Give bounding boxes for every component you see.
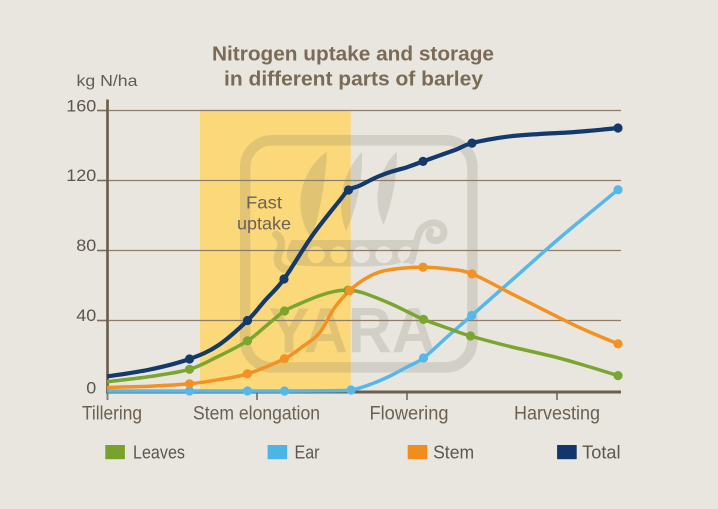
svg-text:160: 160 (66, 97, 96, 115)
svg-text:Leaves: Leaves (133, 443, 185, 463)
svg-text:Stem: Stem (433, 443, 474, 463)
svg-text:Stem elongation: Stem elongation (193, 404, 320, 425)
svg-text:Tillering: Tillering (82, 404, 142, 425)
svg-text:0: 0 (86, 379, 96, 397)
svg-text:80: 80 (76, 237, 96, 255)
svg-text:uptake: uptake (237, 214, 291, 234)
svg-text:120: 120 (66, 167, 96, 185)
svg-text:Ear: Ear (295, 443, 320, 463)
svg-text:kg N/ha: kg N/ha (77, 73, 138, 90)
svg-text:Harvesting: Harvesting (514, 404, 600, 425)
svg-text:Total: Total (582, 443, 620, 463)
svg-text:Flowering: Flowering (370, 404, 449, 425)
svg-text:40: 40 (76, 307, 96, 325)
svg-text:Nitrogen uptake and storage: Nitrogen uptake and storage (212, 44, 494, 66)
svg-text:Fast: Fast (246, 193, 282, 213)
svg-text:in different parts of barley: in different parts of barley (224, 69, 484, 91)
